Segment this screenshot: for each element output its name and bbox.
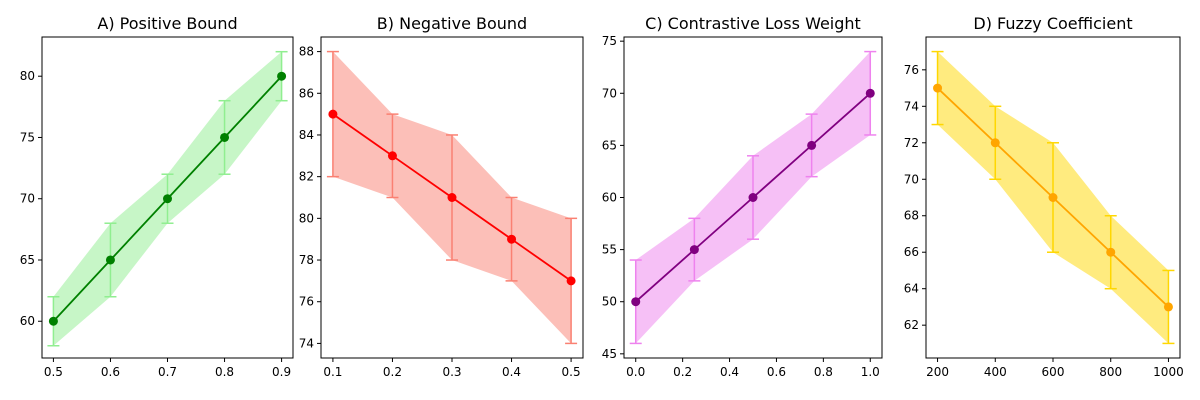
chart-1: 0.5 0.6 0.7 0.8 0.9 60 65 70 75 80 A) Positive Bou… <box>20 14 294 379</box>
data-point <box>689 245 699 255</box>
y-tick-label: 84 <box>299 128 314 142</box>
y-tick-label: 65 <box>20 253 35 267</box>
x-tick-label: 0.1 <box>323 365 342 379</box>
x-tick-label: 0.6 <box>101 365 120 379</box>
y-tick-label: 80 <box>20 69 35 83</box>
data-point <box>1106 247 1116 257</box>
data-point <box>163 194 172 204</box>
x-tick-label: 0.9 <box>272 365 291 379</box>
data-point <box>990 138 1000 148</box>
data-point <box>447 193 457 202</box>
data-point <box>105 255 115 265</box>
x-tick-label: 0.5 <box>44 365 63 379</box>
y-tick-label: 76 <box>904 63 919 77</box>
y-tick-label: 55 <box>602 243 617 257</box>
y-tick-label: 88 <box>299 45 314 59</box>
x-tick-label: 0.3 <box>442 365 461 379</box>
y-tick-label: 75 <box>602 34 617 48</box>
y-tick-label: 74 <box>299 336 314 350</box>
x-tick-label: 0.5 <box>562 365 581 379</box>
data-point <box>1163 302 1173 312</box>
data-point <box>631 297 641 307</box>
data-point <box>865 88 875 98</box>
data-point <box>933 83 943 93</box>
data-point <box>277 71 287 81</box>
data-point <box>807 140 817 150</box>
y-tick-label: 60 <box>20 314 35 328</box>
data-point <box>328 109 338 119</box>
y-tick-label: 78 <box>299 253 314 267</box>
data-point <box>566 276 576 286</box>
chart-4: 200 400 600 800 1000 62 64 66 68 70 72 74 76 D) Fuzzy… <box>904 14 1184 379</box>
y-tick-label: 64 <box>904 282 919 296</box>
y-tick-label: 50 <box>602 295 617 309</box>
y-tick-label: 65 <box>602 138 617 152</box>
data-point <box>1048 193 1058 202</box>
data-point <box>48 316 58 326</box>
y-tick-label: 70 <box>602 86 617 100</box>
x-tick-label: 1000 <box>1153 365 1184 379</box>
chart-3: 0.0 0.2 0.4 0.6 0.8 1.0 45 50 55 60 65 70 75 C) Contr… <box>602 14 883 379</box>
x-tick-label: 1.0 <box>861 365 880 379</box>
x-tick-label: 0.4 <box>502 365 521 379</box>
y-tick-label: 72 <box>904 136 919 150</box>
y-tick-label: 74 <box>904 99 919 113</box>
x-tick-label: 0.4 <box>720 365 739 379</box>
x-tick-label: 0.8 <box>215 365 234 379</box>
x-tick-label: 600 <box>1042 365 1065 379</box>
x-tick-label: 0.6 <box>767 365 786 379</box>
x-tick-label: 400 <box>984 365 1007 379</box>
chart-title: A) Positive Bound <box>97 14 237 33</box>
y-tick-label: 62 <box>904 318 919 332</box>
data-point <box>507 234 517 244</box>
y-tick-label: 66 <box>904 245 919 259</box>
y-tick-label: 45 <box>602 347 617 361</box>
y-tick-label: 70 <box>20 192 35 206</box>
x-tick-label: 200 <box>926 365 949 379</box>
y-tick-label: 68 <box>904 209 919 223</box>
x-tick-label: 0.7 <box>158 365 177 379</box>
x-tick-label: 0.2 <box>383 365 402 379</box>
y-tick-label: 75 <box>20 130 35 144</box>
data-point <box>220 132 230 142</box>
x-tick-label: 800 <box>1099 365 1122 379</box>
chart-title: D) Fuzzy Coefficient <box>973 14 1132 33</box>
y-tick-label: 60 <box>602 191 617 205</box>
chart-title: B) Negative Bound <box>377 14 527 33</box>
y-tick-label: 76 <box>299 295 314 309</box>
x-tick-label: 0.0 <box>626 365 645 379</box>
y-tick-label: 82 <box>299 170 314 184</box>
chart-2: 0.1 0.2 0.3 0.4 0.5 74 76 78 80 82 84 86 88 B) Negati… <box>299 14 584 379</box>
chart-title: C) Contrastive Loss Weight <box>645 14 861 33</box>
x-tick-label: 0.2 <box>673 365 692 379</box>
data-point <box>387 151 397 161</box>
y-tick-label: 80 <box>299 211 314 225</box>
y-tick-label: 86 <box>299 86 314 100</box>
data-point <box>748 193 758 202</box>
y-tick-label: 70 <box>904 172 919 186</box>
x-tick-label: 0.8 <box>814 365 833 379</box>
